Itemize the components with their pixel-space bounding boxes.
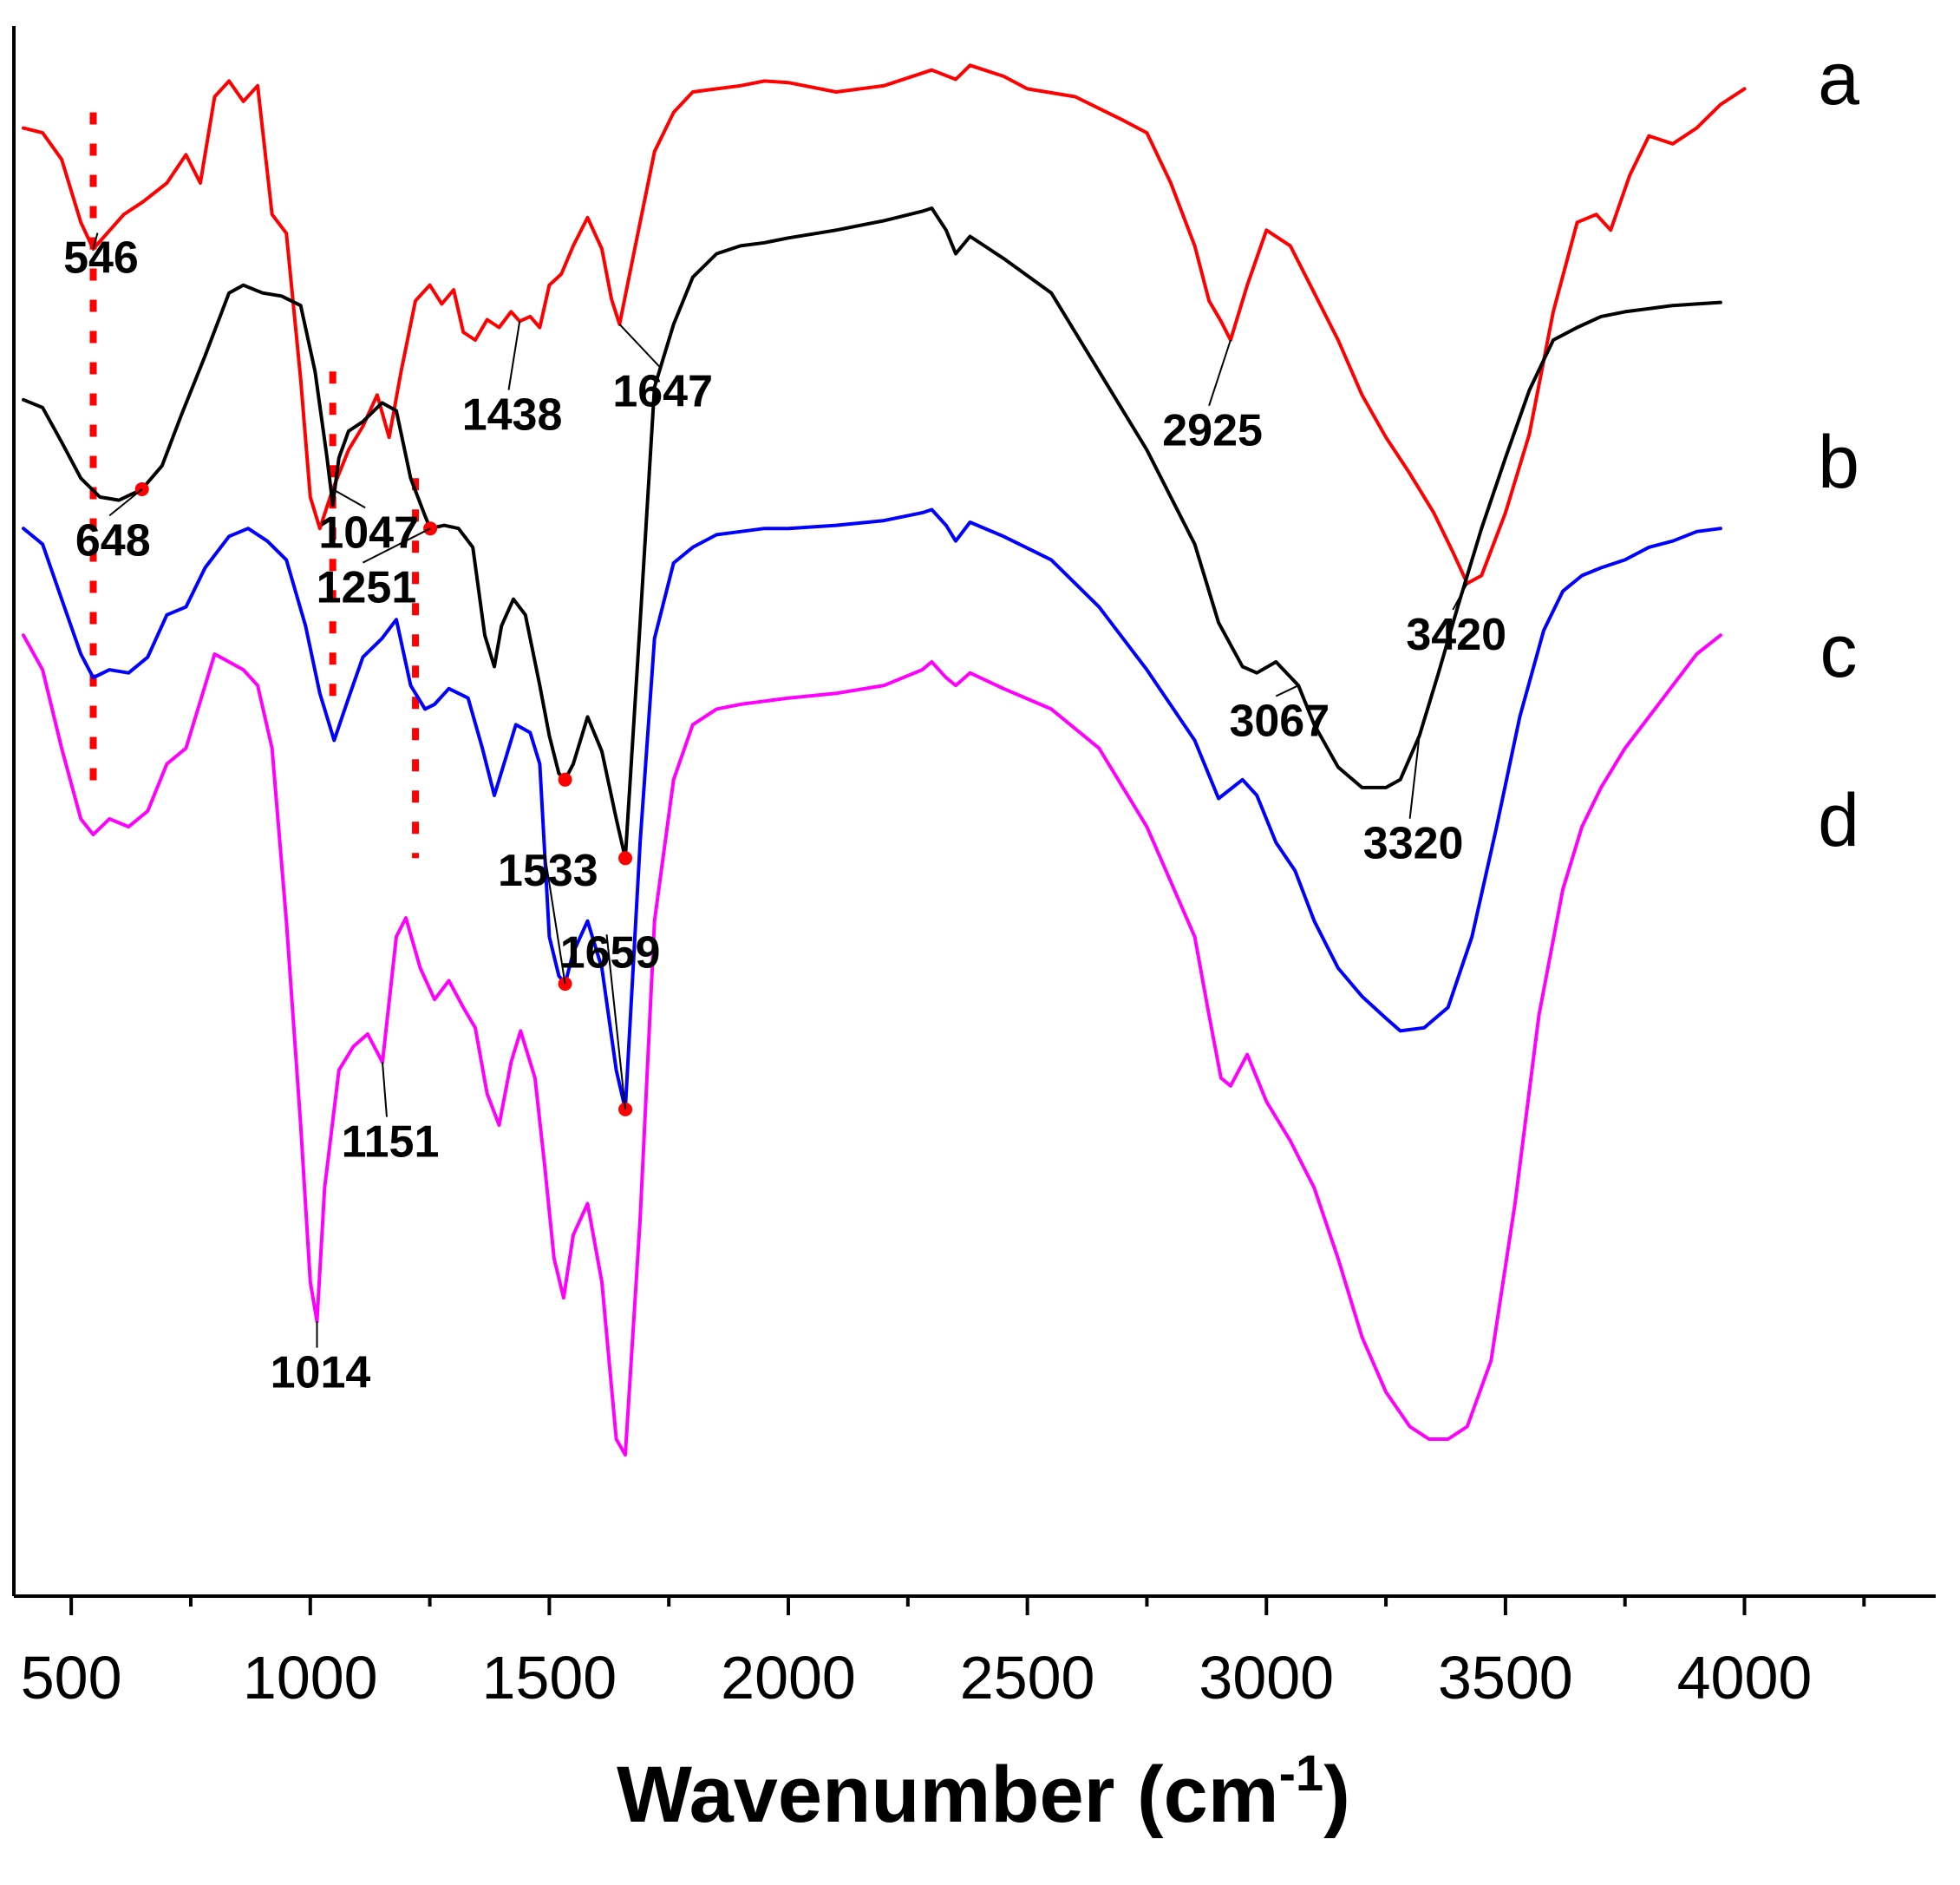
peak-marker	[558, 772, 572, 787]
x-axis-title-superscript: -1	[1279, 1745, 1324, 1802]
leader-line	[332, 488, 366, 509]
peak-label: 1047	[318, 507, 419, 558]
peak-label: 648	[75, 515, 151, 566]
leader-line	[362, 527, 431, 564]
peak-label: 1014	[271, 1348, 371, 1398]
peak-label: 3420	[1406, 610, 1506, 660]
x-tick-label: 3500	[1438, 1644, 1573, 1712]
series-letters: a b c d	[1818, 37, 1859, 862]
peak-label: 1251	[317, 563, 417, 613]
leader-line	[618, 324, 660, 368]
peak-annotations: 546 1438 1647 2925 3420 1047 648 1251 3067 3320 15…	[63, 232, 1506, 1398]
x-tick-label: 2000	[721, 1644, 856, 1712]
series-letter-b: b	[1818, 421, 1859, 504]
peak-label: 1438	[462, 390, 563, 441]
leader-line	[507, 321, 521, 390]
leader-line	[1275, 684, 1299, 697]
x-axis-title-close: )	[1323, 1751, 1350, 1839]
leader-line	[1208, 339, 1232, 406]
x-tick-label: 1000	[243, 1644, 378, 1712]
x-axis-title-text: Wavenumber (cm	[617, 1751, 1278, 1839]
x-axis-title: Wavenumber (cm-1)	[617, 1745, 1350, 1839]
series-line-d	[22, 633, 1722, 1457]
x-axis: 500 1000 1500 2000 2500 3000 3500 4000	[12, 26, 1936, 1712]
series-letter-a: a	[1818, 37, 1859, 121]
series-line-a	[22, 63, 1747, 586]
peak-label: 3320	[1363, 819, 1464, 869]
leader-line	[1408, 736, 1421, 819]
peak-label: 1533	[498, 846, 598, 896]
leader-line	[92, 232, 99, 250]
leader-line	[1452, 583, 1468, 611]
x-tick-label: 500	[21, 1644, 122, 1712]
peak-label: 1659	[560, 927, 661, 978]
leader-line	[108, 488, 143, 517]
series-letter-c: c	[1820, 610, 1858, 693]
x-tick-label: 2500	[960, 1644, 1095, 1712]
peak-label: 1151	[342, 1117, 440, 1168]
series-letter-d: d	[1818, 779, 1859, 862]
leader-line	[543, 853, 566, 985]
peak-label: 3067	[1229, 697, 1330, 747]
peak-label: 1647	[612, 366, 713, 416]
leader-line	[605, 934, 627, 1110]
x-tick-label: 4000	[1677, 1644, 1813, 1712]
peak-label: 2925	[1162, 406, 1263, 456]
peak-label: 546	[63, 233, 139, 284]
leader-line	[382, 1062, 388, 1117]
x-tick-label: 3000	[1199, 1644, 1334, 1712]
series-lines	[22, 63, 1747, 1457]
series-line-c	[22, 507, 1722, 1111]
x-tick-label: 1500	[482, 1644, 617, 1712]
series-line-b	[22, 206, 1722, 861]
peak-marker	[618, 851, 633, 866]
